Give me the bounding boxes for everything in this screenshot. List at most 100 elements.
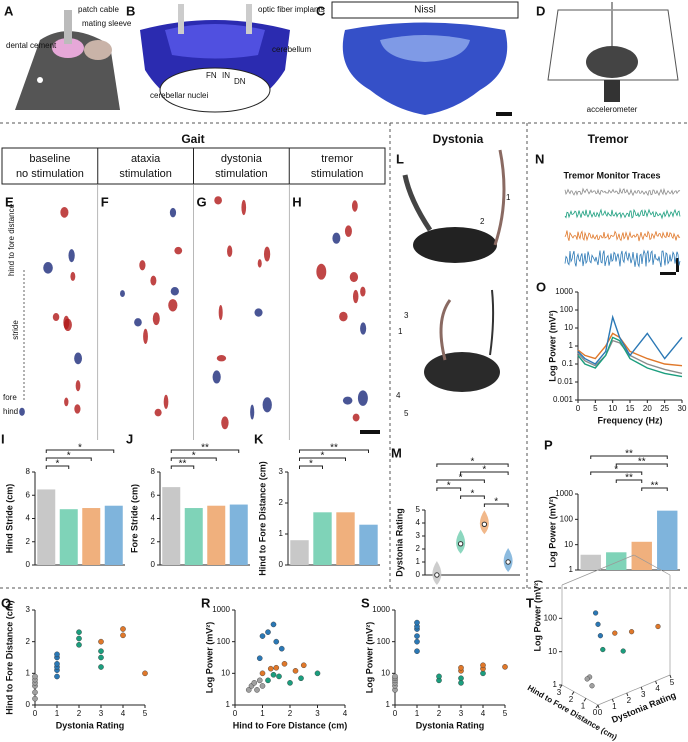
y-tick-label: 0: [279, 560, 284, 569]
point: [595, 621, 601, 627]
trace: [564, 249, 681, 268]
x-tick: [669, 674, 672, 679]
y-tick-label: 10: [221, 668, 230, 677]
panel-letter: T: [526, 595, 534, 610]
point: [98, 664, 104, 670]
axis-3d: [561, 554, 635, 586]
bar: [207, 505, 226, 565]
bar: [37, 489, 56, 565]
y-tick-label: 8: [26, 467, 31, 476]
label: DN: [234, 77, 246, 86]
annotation: fore: [3, 393, 17, 402]
significance-label: **: [625, 473, 633, 484]
panel-letter: H: [292, 194, 301, 209]
x-tick-label: 0: [393, 709, 398, 718]
point: [292, 668, 299, 674]
footprint: [75, 380, 81, 392]
y-tick-label: 8: [151, 467, 156, 476]
y-tick-label: 2: [26, 637, 31, 646]
y-axis-label: Fore Stride (cm): [129, 484, 139, 553]
panel-letter: D: [536, 3, 545, 18]
panel-letter: I: [1, 431, 5, 446]
significance-bracket: [436, 463, 509, 467]
label: mating sleeve: [82, 19, 132, 28]
footprint: [52, 313, 60, 321]
significance-bracket: [170, 465, 195, 469]
panel-letter: F: [101, 194, 109, 209]
y-tick-label: 2: [151, 537, 156, 546]
bar: [104, 505, 123, 565]
point: [278, 645, 285, 652]
x-tick-label: 2: [77, 709, 82, 718]
significance-label: **: [651, 481, 659, 492]
x-tick-label: 30: [678, 404, 687, 413]
footprint: [134, 318, 142, 327]
tail: [493, 149, 506, 246]
point: [251, 680, 258, 686]
point: [392, 673, 398, 680]
y-tick-label: 1000: [372, 605, 390, 614]
axis-3d: [561, 684, 599, 706]
y-tick-label: 0: [151, 560, 156, 569]
x-tick-label: 0: [33, 709, 38, 718]
point: [287, 680, 293, 686]
patch-cable: [64, 10, 72, 44]
y-tick-label: 100: [217, 637, 231, 646]
point: [265, 629, 271, 635]
significance-bracket: [460, 495, 485, 499]
significance-bracket: [460, 471, 509, 475]
y-tick: [595, 704, 599, 709]
x-tick-label: 0: [576, 404, 581, 413]
bar: [313, 512, 332, 565]
footprint: [357, 390, 368, 406]
condition-name: baseline: [29, 153, 70, 165]
y-axis-label: Log Power (mV²): [547, 496, 557, 568]
point: [142, 670, 148, 677]
panel-letter: Q: [1, 595, 11, 610]
spectrum-line: [577, 336, 683, 378]
panel-letter: C: [316, 3, 326, 18]
y-axis-label: Hind to Fore Distance (cm): [526, 683, 619, 742]
point: [259, 633, 266, 639]
panel-letter: S: [361, 595, 370, 610]
footprint: [68, 249, 75, 263]
panel-letter: P: [544, 437, 553, 452]
y-axis-label: Hind Stride (cm): [4, 484, 14, 554]
footprint: [168, 299, 178, 312]
x-tick-label: 5: [593, 404, 598, 413]
point: [76, 642, 82, 648]
point: [458, 675, 464, 682]
significance-label: **: [201, 443, 209, 454]
y-tick-label: 1: [416, 557, 421, 566]
significance-label: **: [625, 449, 633, 460]
y-axis-label: Hind to Fore Distance (cm): [257, 461, 267, 576]
dental-cement: [52, 38, 84, 58]
footprint: [344, 225, 352, 237]
y-axis-label: Log Power (mV²): [364, 622, 374, 694]
trace: [564, 230, 681, 242]
mean-point: [481, 521, 488, 527]
label: patch cable: [78, 5, 119, 14]
section-title: Tremor: [588, 132, 629, 146]
x-tick-label: 1: [612, 702, 617, 711]
z-axis-label: Log Power (mV²): [532, 580, 542, 652]
accelerometer: [604, 80, 620, 102]
panel-letter: J: [126, 431, 133, 446]
significance-label: *: [614, 465, 618, 476]
point: [256, 655, 263, 662]
footprint: [218, 304, 223, 321]
condition-name: ataxia: [131, 153, 161, 165]
mean-point: [505, 559, 511, 565]
y-tick-label: 6: [151, 490, 156, 499]
y-tick-label: 0.01: [557, 377, 573, 386]
label: cerebellum: [272, 45, 311, 54]
panel-c: C Nissl: [316, 1, 519, 116]
point: [120, 626, 126, 632]
y-tick-label: 0.1: [562, 359, 574, 368]
footprint: [227, 245, 233, 258]
significance-bracket: [299, 465, 323, 469]
point: [54, 673, 60, 680]
point: [267, 665, 274, 672]
significance-bracket: [590, 471, 643, 475]
y-tick-label: 0: [26, 560, 31, 569]
